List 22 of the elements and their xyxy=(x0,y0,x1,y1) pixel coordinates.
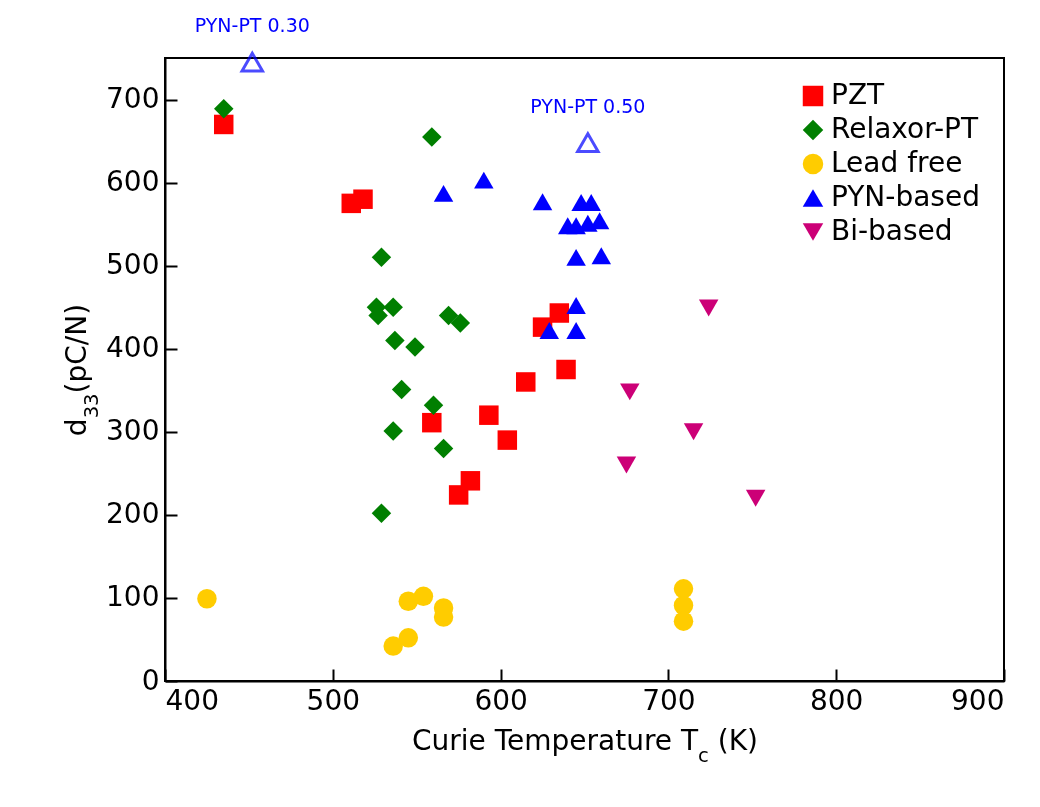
y-tick-label: 500 xyxy=(106,248,160,282)
y-tick-label: 400 xyxy=(106,331,160,365)
y-tick-label: 200 xyxy=(106,497,160,531)
legend-label: Relaxor-PT xyxy=(831,112,979,145)
legend-label: Lead free xyxy=(831,146,963,179)
y-tick-label: 600 xyxy=(106,165,160,199)
y-tick-label: 300 xyxy=(106,414,160,448)
x-tick-label: 800 xyxy=(809,683,864,717)
y-tick-label: 700 xyxy=(106,82,160,116)
x-tick-label: 700 xyxy=(642,683,696,717)
y-tick-label: 0 xyxy=(141,663,160,697)
x-tick-label: 400 xyxy=(165,683,219,717)
x-tick-label: 500 xyxy=(306,683,361,717)
x-axis-title: Curie Temperature T$_{c}$ (K) xyxy=(412,723,758,766)
legend-label: PYN-based xyxy=(831,180,980,213)
x-tick-label: 600 xyxy=(474,683,528,717)
annotation: PYN-PT 0.50 xyxy=(530,94,646,117)
annotation: PYN-PT 0.30 xyxy=(194,14,310,37)
y-tick-label: 100 xyxy=(106,580,160,614)
x-tick-label: 900 xyxy=(951,683,1005,717)
legend-label: Bi-based xyxy=(831,214,953,247)
legend-label: PZT xyxy=(831,78,886,111)
